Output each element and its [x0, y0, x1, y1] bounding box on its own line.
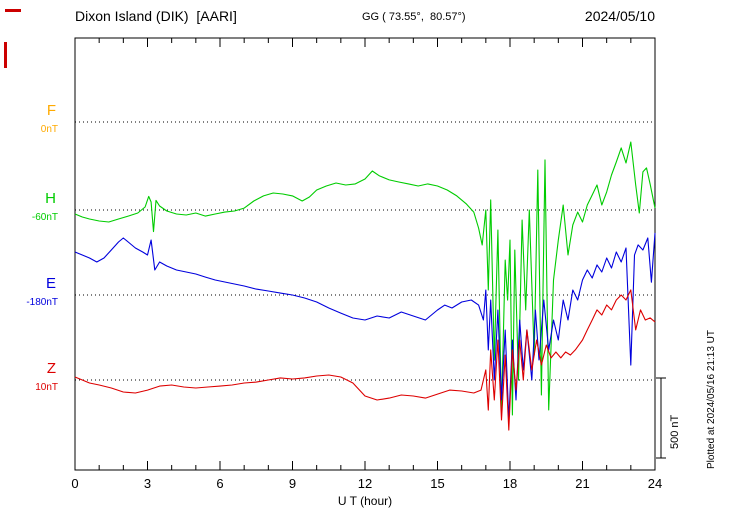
- xtick-label-15: 15: [430, 476, 445, 491]
- component-label-H: H: [45, 190, 56, 207]
- xtick-label-24: 24: [647, 476, 663, 491]
- station-title: Dixon Island (DIK) [AARI]: [75, 8, 237, 24]
- component-label-F: F: [46, 102, 56, 119]
- component-baseline-value-F: 0nT: [40, 124, 58, 135]
- component-label-Z: Z: [46, 360, 56, 377]
- xtick-label-6: 6: [216, 476, 224, 491]
- xtick-label-0: 0: [71, 476, 79, 491]
- corner-mark: [5, 9, 21, 12]
- observation-date: 2024/05/10: [584, 8, 655, 24]
- xtick-label-3: 3: [143, 476, 152, 491]
- xaxis-label: U T (hour): [337, 494, 393, 508]
- xtick-label-9: 9: [288, 476, 297, 491]
- component-baseline-value-Z: 10nT: [35, 382, 58, 393]
- trace-Z: [74, 289, 656, 431]
- geo-coordinates: GG ( 73.55°, 80.57°): [362, 11, 466, 23]
- scale-bar-label: 500 nT: [669, 414, 681, 449]
- component-label-E: E: [45, 275, 56, 292]
- trace-H: [74, 141, 656, 416]
- corner-mark: [4, 42, 7, 68]
- trace-E: [74, 232, 656, 421]
- component-baseline-value-E: -180nT: [26, 297, 58, 308]
- xtick-label-18: 18: [502, 476, 518, 491]
- xtick-label-12: 12: [357, 476, 373, 491]
- component-baseline-value-H: -60nT: [31, 212, 58, 223]
- xtick-label-21: 21: [575, 476, 590, 491]
- plotted-at-note: Plotted at 2024/05/16 21:13 UT: [706, 330, 717, 469]
